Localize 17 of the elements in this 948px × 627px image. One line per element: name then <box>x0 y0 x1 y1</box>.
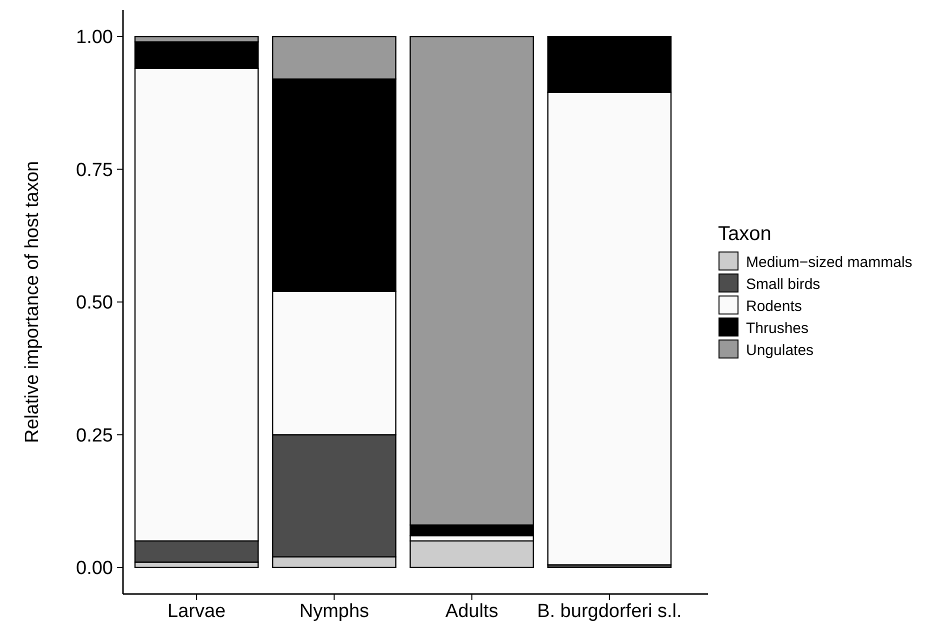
x-tick-label: B. burgdorferi s.l. <box>537 601 682 622</box>
x-tick-label: Adults <box>445 601 498 622</box>
x-tick-label: Nymphs <box>299 601 370 622</box>
legend-title: Taxon <box>718 223 772 245</box>
y-tick-label: 0.00 <box>76 558 113 580</box>
x-tick-label: Larvae <box>168 601 226 622</box>
legend-label: Small birds <box>746 276 820 293</box>
y-tick-label: 0.25 <box>76 425 113 446</box>
legend-label: Rodents <box>746 298 802 315</box>
y-tick-label: 0.75 <box>76 160 113 181</box>
legend-label: Ungulates <box>746 342 814 359</box>
y-tick-label: 1.00 <box>76 27 113 48</box>
bar <box>410 540 534 568</box>
y-tick-label: 0.50 <box>76 292 113 314</box>
y-axis-title: Relative importance of host taxon <box>22 161 43 443</box>
legend-label: Medium−sized mammals <box>746 254 912 271</box>
legend-label: Thrushes <box>746 320 809 337</box>
